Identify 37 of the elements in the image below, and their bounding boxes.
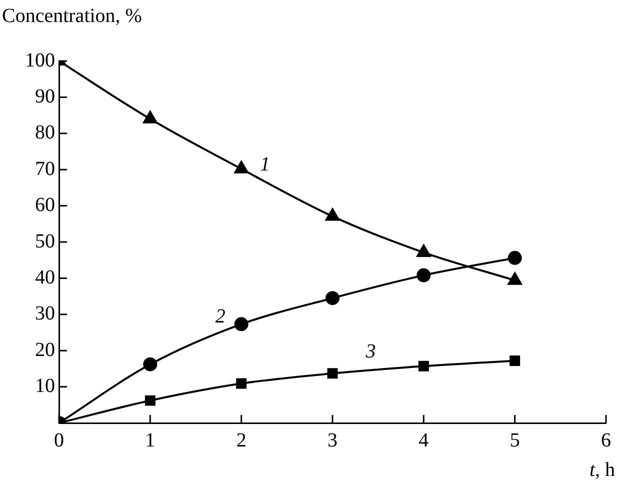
x-axis-title: t, h: [589, 459, 615, 481]
x-tick-label: 6: [601, 429, 611, 452]
x-tick-label: 3: [328, 429, 338, 452]
point: [418, 360, 429, 372]
y-tick-label: 10: [35, 375, 55, 398]
point: [143, 110, 158, 124]
x-tick-label: 5: [510, 429, 520, 452]
point: [416, 268, 431, 282]
y-tick-label: 80: [35, 122, 55, 144]
point: [144, 395, 156, 406]
point: [234, 317, 248, 332]
point: [325, 208, 340, 221]
y-tick-label: 60: [35, 194, 55, 216]
point: [416, 244, 431, 257]
point: [143, 357, 158, 372]
point: [510, 355, 520, 366]
y-tick-label: 70: [35, 158, 55, 180]
y-tick-label: 100: [25, 49, 55, 72]
x-tick-label: 2: [236, 429, 246, 452]
y-tick-label: 40: [35, 266, 55, 288]
point: [326, 291, 340, 306]
point: [508, 272, 522, 285]
x-tick-label: 1: [145, 429, 156, 452]
x-tick-label: 4: [418, 429, 429, 452]
y-tick-label: 20: [35, 338, 55, 361]
point: [508, 250, 522, 265]
series-label: 3: [364, 340, 376, 363]
y-tick-label: 30: [35, 302, 55, 325]
y-axis-title: Concentration, %: [2, 5, 142, 27]
point: [327, 368, 338, 379]
x-tick-label: 0: [54, 429, 64, 452]
y-tick-label: 90: [35, 85, 55, 108]
point: [236, 378, 247, 389]
series-label: 1: [260, 153, 270, 176]
point: [234, 160, 248, 174]
series-label: 2: [215, 306, 226, 328]
y-tick-label: 50: [35, 230, 55, 252]
